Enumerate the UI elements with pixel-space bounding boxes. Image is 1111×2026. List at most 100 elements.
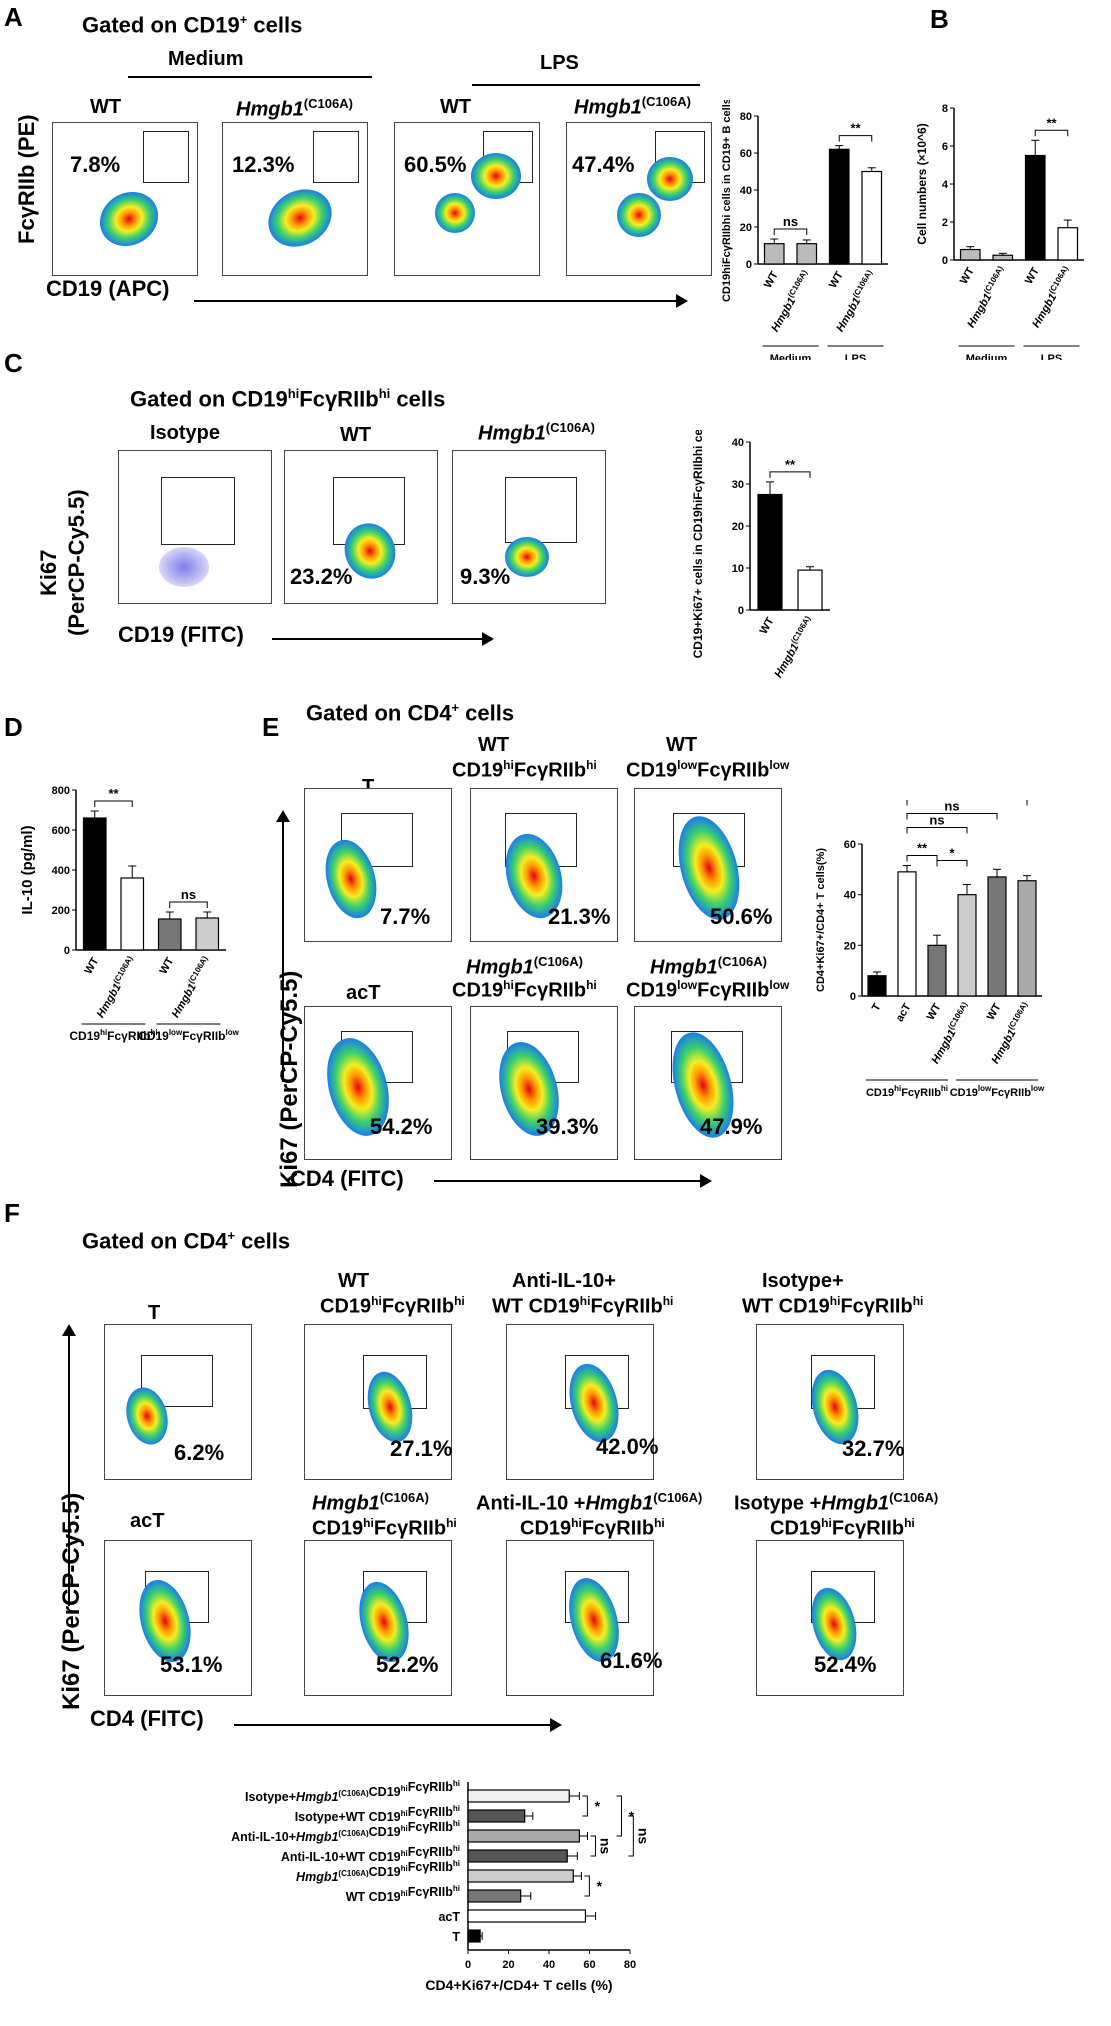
e-pct-1: 7.7% xyxy=(380,904,431,929)
group-label: CD19lowFcγRIIblow xyxy=(138,1028,239,1043)
x-tick-label: WT xyxy=(925,1001,944,1022)
c-mut-label: Hmgb1(C106A) xyxy=(478,420,595,445)
e-facs-mut-low xyxy=(634,1006,782,1160)
x-tick-label: Hmgb1(C106A) xyxy=(93,954,139,1020)
c-pct-mut: 9.3% xyxy=(460,564,511,589)
e-facs-wt-low xyxy=(634,788,782,942)
panel-a-medium-line xyxy=(128,76,372,78)
significance-bracket xyxy=(590,1835,596,1857)
panel-a-letter: A xyxy=(4,2,23,32)
significance-bracket xyxy=(906,855,938,862)
group-label: CD19hiFcγRIIbhi xyxy=(69,1028,157,1043)
category-label: Isotype+Hmgb1(C106A)CD19hiFcγRIIbhi xyxy=(245,1779,460,1804)
e-pct-6: 47.9% xyxy=(700,1114,763,1139)
a-yaxis-label: FcγRIIb (PE) xyxy=(14,114,39,244)
f-label-isotype: Isotype+ xyxy=(762,1270,844,1292)
significance-label: ** xyxy=(108,786,119,801)
f-pct-5: 53.1% xyxy=(160,1652,223,1677)
y-tick-label: 4 xyxy=(942,179,949,191)
x-tick-label: WT xyxy=(827,269,846,290)
bar xyxy=(157,918,182,951)
significance-bracket xyxy=(906,800,1028,806)
significance-label: ns xyxy=(635,1828,651,1845)
significance-label: ns xyxy=(783,214,798,229)
category-label: acT xyxy=(438,1910,460,1924)
c-facs-wt xyxy=(284,450,438,604)
bar xyxy=(757,493,783,611)
bar xyxy=(987,876,1007,997)
a-facs-mut-lps xyxy=(566,122,712,276)
e-facs-mut-hi xyxy=(470,1006,618,1160)
group-label: Medium xyxy=(770,353,812,360)
e-label-mut-2: Hmgb1(C106A) xyxy=(650,954,767,979)
y-tick-label: 30 xyxy=(732,479,744,491)
f-pct-3: 42.0% xyxy=(596,1434,659,1459)
x-tick-label: T xyxy=(870,1001,884,1013)
e-facs-t xyxy=(304,788,452,942)
f-facs-t xyxy=(104,1324,252,1480)
bar xyxy=(1057,227,1079,261)
c-yaxis-label-2: (PerCP-Cy5.5) xyxy=(64,489,89,636)
category-label: Anti-IL-10+WT CD19hiFcγRIIbhi xyxy=(281,1844,460,1864)
y-axis-label: CD4+Ki67+/CD4+ T cells(%) xyxy=(815,848,827,992)
e-xaxis-arrow xyxy=(434,1180,702,1182)
x-tick-label: WT xyxy=(1023,265,1042,286)
f-facs-antiil10-mut xyxy=(506,1540,654,1696)
f-label-antiil10-wt: WT CD19hiFcγRIIbhi xyxy=(492,1294,674,1318)
significance-bracket xyxy=(616,1795,622,1837)
f-label-isotype-mut-cd19: CD19hiFcγRIIbhi xyxy=(770,1516,915,1540)
panel-f-title: Gated on CD4+ cells xyxy=(82,1228,291,1254)
c-wt-label: WT xyxy=(340,424,372,446)
f-bar-plot-area: 0 20 40 60 80 Isotype+Hmgb1(C106A)CD19hiFcγRI… xyxy=(231,1779,651,1993)
group-label: LPS xyxy=(1041,353,1062,360)
f-yaxis-arrow xyxy=(68,1336,70,1606)
significance-bracket xyxy=(773,228,808,236)
y-axis-label: CD19hiFcγRIIbhi cells in CD19+ B cells (… xyxy=(721,100,733,302)
panel-f-letter: F xyxy=(4,1198,20,1228)
significance-label: ns xyxy=(181,887,196,902)
x-tick-label: 0 xyxy=(465,1959,471,1971)
f-facs-mut xyxy=(304,1540,452,1696)
x-tick-label: Hmgb1(C106A) xyxy=(168,954,214,1020)
significance-label: ** xyxy=(917,841,928,856)
bar xyxy=(195,917,220,951)
x-tick-label: WT xyxy=(985,1001,1004,1022)
f-pct-7: 61.6% xyxy=(600,1648,663,1673)
f-pct-8: 52.4% xyxy=(814,1652,877,1677)
e-pct-2: 21.3% xyxy=(548,904,611,929)
panel-b-letter: B xyxy=(930,4,949,34)
a-wt-label-2: WT xyxy=(440,96,472,118)
significance-bracket xyxy=(936,860,968,867)
c-yaxis-label-1: Ki67 xyxy=(36,549,61,596)
f-label-antiil10: Anti-IL-10+ xyxy=(512,1270,616,1292)
category-label: Anti-IL-10+Hmgb1(C106A)CD19hiFcγRIIbhi xyxy=(231,1819,460,1844)
e-yaxis-label: Ki67 (PerCP-Cy5.5) xyxy=(276,970,303,1188)
significance-bracket xyxy=(169,901,208,908)
bar xyxy=(897,871,917,997)
significance-bracket xyxy=(628,1815,634,1857)
y-tick-label: 400 xyxy=(52,865,70,877)
y-tick-label: 8 xyxy=(942,103,948,115)
significance-bracket xyxy=(906,827,968,834)
f-pct-2: 27.1% xyxy=(390,1436,453,1461)
panel-a-lps-label: LPS xyxy=(540,52,579,74)
x-tick-label: 60 xyxy=(583,1959,595,1971)
f-label-wt-cd19: CD19hiFcγRIIbhi xyxy=(320,1294,465,1318)
f-xaxis-arrowhead xyxy=(550,1718,562,1732)
y-axis-label: IL-10 (pg/ml) xyxy=(19,825,36,914)
f-facs-wt xyxy=(304,1324,452,1480)
bar xyxy=(861,170,883,265)
category-label: T xyxy=(452,1930,460,1944)
significance-bracket xyxy=(582,1795,588,1817)
e-pct-5: 39.3% xyxy=(536,1114,599,1139)
e-xaxis-label: CD4 (FITC) xyxy=(290,1166,404,1191)
significance-label: * xyxy=(595,1798,601,1814)
panel-e-letter: E xyxy=(262,712,280,742)
y-tick-label: 0 xyxy=(746,259,752,271)
significance-bracket xyxy=(838,135,873,142)
x-tick-label: WT xyxy=(157,955,176,976)
x-tick-label: acT xyxy=(894,1001,914,1024)
panel-e-title: Gated on CD4+ cells xyxy=(306,700,515,726)
